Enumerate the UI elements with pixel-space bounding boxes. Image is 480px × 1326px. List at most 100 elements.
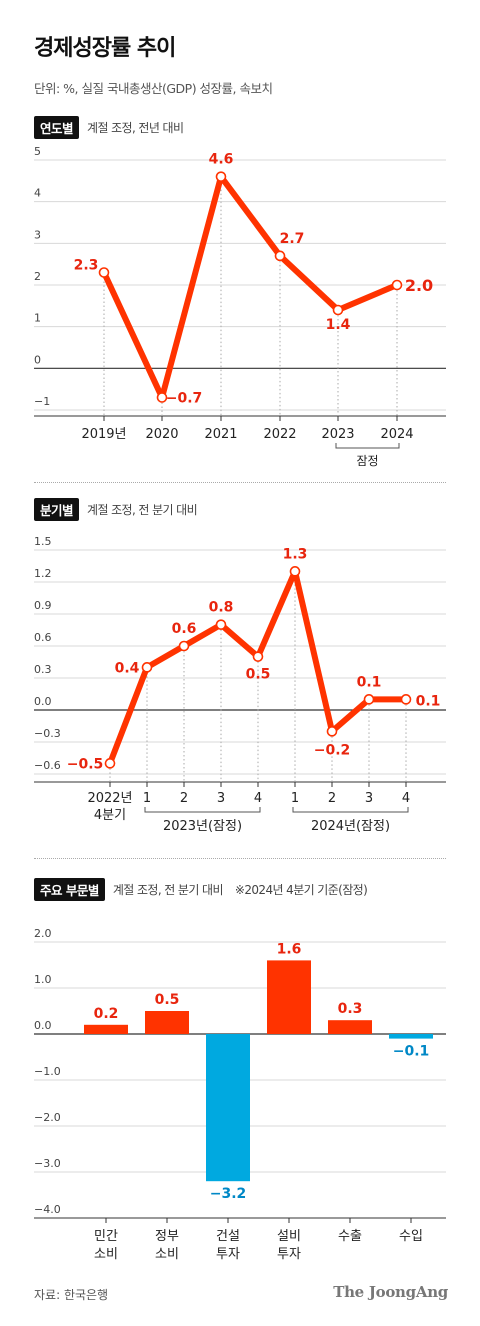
data-point xyxy=(400,694,412,705)
sector-basis-note: ※2024년 4분기 기준(잠정) xyxy=(234,883,368,897)
data-point xyxy=(274,250,286,262)
data-label: 0.2 xyxy=(94,1006,119,1022)
bar xyxy=(145,1011,189,1034)
y-tick-label: 4 xyxy=(34,187,41,200)
y-tick-label: 0.3 xyxy=(34,663,52,676)
x-tick-label: 2023 xyxy=(321,427,354,442)
data-label: 0.1 xyxy=(416,693,441,709)
data-label: 0.5 xyxy=(246,667,271,683)
data-label: 0.1 xyxy=(357,674,382,690)
publisher-logo: The JoongAng xyxy=(333,1283,448,1301)
bar xyxy=(84,1024,128,1034)
y-tick-label: 1.5 xyxy=(34,535,52,548)
x-tick-label: 투자 xyxy=(277,1247,301,1262)
x-tick-label: 1 xyxy=(291,791,299,806)
data-label: 0.6 xyxy=(172,621,197,637)
section-divider xyxy=(34,858,446,859)
data-point xyxy=(289,566,301,577)
bar xyxy=(328,1020,372,1034)
quarterly-note: 계절 조정, 전 분기 대비 xyxy=(87,503,198,517)
x-tick-label: 3 xyxy=(365,791,373,806)
y-tick-label: −1.0 xyxy=(34,1065,61,1078)
y-tick-label: −3.0 xyxy=(34,1157,61,1170)
section-divider xyxy=(34,482,446,483)
x-tick-label: 건설 xyxy=(216,1229,240,1244)
y-tick-label: 0.6 xyxy=(34,631,52,644)
x-tick-label: 2 xyxy=(180,791,188,806)
series-line xyxy=(101,173,400,401)
unit-note: 단위: %, 실질 국내총생산(GDP) 성장률, 속보치 xyxy=(34,81,273,96)
data-point xyxy=(391,279,403,291)
x-tick-label: 4분기 xyxy=(94,808,126,823)
x-tick-label: 투자 xyxy=(216,1247,240,1262)
y-tick-label: 0.0 xyxy=(34,695,52,708)
y-tick-label: 0 xyxy=(34,353,41,366)
x-tick-label: 수출 xyxy=(338,1229,362,1244)
data-label: −3.2 xyxy=(210,1186,247,1202)
data-point xyxy=(326,726,338,737)
page-title: 경제성장률 추이 xyxy=(34,36,176,61)
x-tick-label: 수입 xyxy=(399,1229,423,1244)
y-tick-label: 1 xyxy=(34,312,41,325)
source-note: 자료: 한국은행 xyxy=(34,1288,109,1302)
sector-note: 계절 조정, 전 분기 대비 xyxy=(112,883,224,897)
bar xyxy=(389,1034,433,1039)
data-label: 1.3 xyxy=(283,546,308,562)
x-tick-label: 민간 xyxy=(94,1229,118,1244)
y-tick-label: 3 xyxy=(34,228,41,241)
y-tick-label: −4.0 xyxy=(34,1203,61,1216)
data-label: −0.7 xyxy=(166,391,203,407)
y-tick-label: −0.3 xyxy=(34,727,61,740)
data-label: 2.3 xyxy=(74,258,99,274)
data-label: 1.4 xyxy=(326,317,351,333)
annual-tag: 연도별 xyxy=(34,116,80,139)
quarterly-section-header: 분기별 계절 조정, 전 분기 대비 xyxy=(34,498,198,521)
x-tick-label: 2 xyxy=(328,791,336,806)
y-tick-label: −0.6 xyxy=(34,759,61,772)
bar xyxy=(267,960,311,1034)
y-tick-label: 0.0 xyxy=(34,1019,52,1032)
data-label: −0.2 xyxy=(314,742,351,758)
x-tick-label: 소비 xyxy=(94,1247,118,1262)
data-label: 4.6 xyxy=(209,152,234,168)
x-tick-label: 1 xyxy=(143,791,151,806)
data-label: 0.3 xyxy=(338,1001,363,1017)
y-tick-label: 0.9 xyxy=(34,599,52,612)
data-point xyxy=(141,662,153,673)
data-point xyxy=(215,619,227,630)
sector-section-header: 주요 부문별 계절 조정, 전 분기 대비 ※2024년 4분기 기준(잠정) xyxy=(34,878,368,901)
data-point xyxy=(215,171,227,182)
data-label: 2.0 xyxy=(405,276,433,295)
data-point xyxy=(104,758,116,769)
data-point xyxy=(178,640,190,652)
x-tick-label: 정부 xyxy=(155,1229,179,1244)
x-tick-label: 2022 xyxy=(263,427,296,442)
provisional-bracket xyxy=(335,443,400,449)
x-tick-label: 3 xyxy=(217,791,225,806)
y-tick-label: 5 xyxy=(34,145,41,158)
x-tick-label: 4 xyxy=(254,791,262,806)
data-label: 1.6 xyxy=(277,941,302,957)
provisional-label: 잠정 xyxy=(356,454,378,468)
x-tick-label: 소비 xyxy=(155,1247,179,1262)
year-group-label: 2024년(잠정) xyxy=(311,819,390,834)
x-tick-label: 2021 xyxy=(204,427,237,442)
annual-note: 계절 조정, 전년 대비 xyxy=(87,121,184,135)
x-tick-label: 2019년 xyxy=(81,427,126,442)
year-bracket xyxy=(292,807,409,813)
y-tick-label: 1.0 xyxy=(34,973,52,986)
year-group-label: 2023년(잠정) xyxy=(163,819,242,834)
y-tick-label: 2 xyxy=(34,270,41,283)
data-label: 0.8 xyxy=(209,600,234,616)
data-point xyxy=(252,651,264,662)
data-label: 0.4 xyxy=(115,660,140,676)
data-point xyxy=(363,694,375,705)
y-tick-label: 2.0 xyxy=(34,927,52,940)
data-label: −0.5 xyxy=(67,756,104,772)
year-bracket xyxy=(144,807,261,813)
y-tick-label: −2.0 xyxy=(34,1111,61,1124)
annual-section-header: 연도별 계절 조정, 전년 대비 xyxy=(34,116,184,139)
